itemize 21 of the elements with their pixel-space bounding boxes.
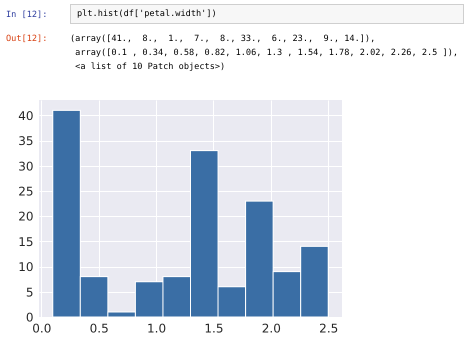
y-tick-label: 0 bbox=[26, 310, 34, 324]
x-tick-label: 2.0 bbox=[262, 322, 281, 336]
text: (array([41., 8., 1., 7., 8., 33., 6., 23., 9., 14.]), bbox=[70, 34, 376, 44]
y-tick-label: 25 bbox=[18, 184, 34, 198]
text: In [12]: bbox=[6, 10, 48, 20]
x-tick-label: 2.5 bbox=[319, 322, 338, 336]
x-tick-label: 0.5 bbox=[90, 322, 109, 336]
y-tick-label: 30 bbox=[18, 159, 34, 174]
text: <a list of 10 Patch objects>) bbox=[74, 62, 226, 72]
x-tick-label: 1.5 bbox=[204, 322, 224, 336]
text: array([0.1 , 0.34, 0.58, 0.82, 1.06, 1.3 , 1.54, 1.78, 2.02, 2.26, 2.5 ]), bbox=[74, 48, 458, 58]
y-tick-label: 10 bbox=[18, 260, 34, 274]
y-tick-label: 20 bbox=[18, 210, 34, 224]
x-tick-label: 0.0 bbox=[32, 322, 52, 336]
y-tick-label: 15 bbox=[18, 234, 34, 249]
y-tick-label: 35 bbox=[18, 134, 34, 148]
y-tick-label: 5 bbox=[26, 285, 34, 300]
text: plt.hist(df['petal.width']) bbox=[70, 4, 464, 24]
x-tick-label: 1.0 bbox=[147, 322, 166, 336]
y-tick-label: 40 bbox=[18, 108, 34, 123]
text: Out[12]: bbox=[6, 34, 48, 44]
